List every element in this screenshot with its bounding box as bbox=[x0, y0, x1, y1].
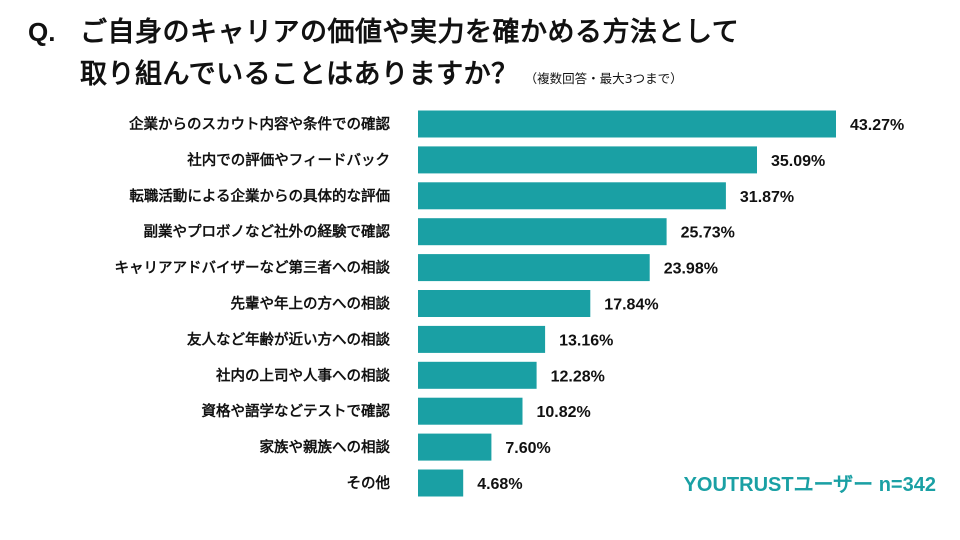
category-label-2: 社内での評価やフィードバック bbox=[186, 151, 390, 169]
bar-3 bbox=[418, 182, 726, 210]
sample-size-footnote: YOUTRUSTユーザー n=342 bbox=[683, 474, 936, 496]
bar-11 bbox=[418, 469, 464, 497]
category-label-5: キャリアアドバイザーなど第三者への相談 bbox=[115, 259, 391, 277]
category-label-8: 社内の上司や人事への相談 bbox=[215, 366, 390, 384]
bar-5 bbox=[418, 254, 650, 282]
bar-6 bbox=[418, 290, 591, 317]
question-prefix: Q. bbox=[28, 17, 56, 47]
chart-title: Q. ご自身のキャリアの価値や実力を確かめる方法として 取り組んでいることはあり… bbox=[28, 10, 938, 92]
value-label-8: 12.28% bbox=[551, 368, 605, 385]
bar-7 bbox=[418, 325, 546, 353]
bar-10 bbox=[418, 433, 492, 461]
value-label-9: 10.82% bbox=[537, 404, 591, 421]
bar-8 bbox=[418, 361, 537, 389]
category-label-3: 転職活動による企業からの具体的な評価 bbox=[129, 187, 390, 205]
title-line-2: 取り組んでいることはありますか？ （複数回答・最大3つまで） bbox=[28, 52, 938, 92]
bar-2 bbox=[418, 146, 757, 174]
category-label-9: 資格や語学などテストで確認 bbox=[202, 402, 391, 420]
title-text-line-1: ご自身のキャリアの価値や実力を確かめる方法として bbox=[80, 17, 740, 48]
category-label-10: 家族や親族への相談 bbox=[260, 438, 391, 456]
value-label-10: 7.60% bbox=[505, 440, 550, 457]
category-label-11: その他 bbox=[347, 474, 391, 492]
category-label-6: 先輩や年上の方への相談 bbox=[231, 295, 391, 313]
category-label-7: 友人など年齢が近い方への相談 bbox=[187, 330, 390, 348]
category-label-1: 企業からのスカウト内容や条件での確認 bbox=[128, 115, 390, 133]
value-label-11: 4.68% bbox=[477, 476, 522, 493]
bar-9 bbox=[418, 397, 523, 425]
category-label-4: 副業やプロボノなど社外の経験で確認 bbox=[144, 223, 391, 241]
title-line-1: Q. ご自身のキャリアの価値や実力を確かめる方法として bbox=[28, 10, 938, 52]
value-label-6: 17.84% bbox=[604, 297, 658, 314]
bar-4 bbox=[418, 218, 667, 246]
value-label-4: 25.73% bbox=[681, 225, 735, 242]
value-label-3: 31.87% bbox=[740, 189, 794, 206]
title-text-line-2: 取り組んでいることはありますか？ bbox=[80, 59, 519, 90]
value-label-5: 23.98% bbox=[664, 261, 718, 278]
value-label-2: 35.09% bbox=[771, 153, 825, 170]
title-note: （複数回答・最大3つまで） bbox=[524, 71, 683, 86]
bar-1 bbox=[418, 110, 836, 138]
value-label-7: 13.16% bbox=[559, 332, 613, 349]
value-label-1: 43.27% bbox=[850, 117, 904, 134]
